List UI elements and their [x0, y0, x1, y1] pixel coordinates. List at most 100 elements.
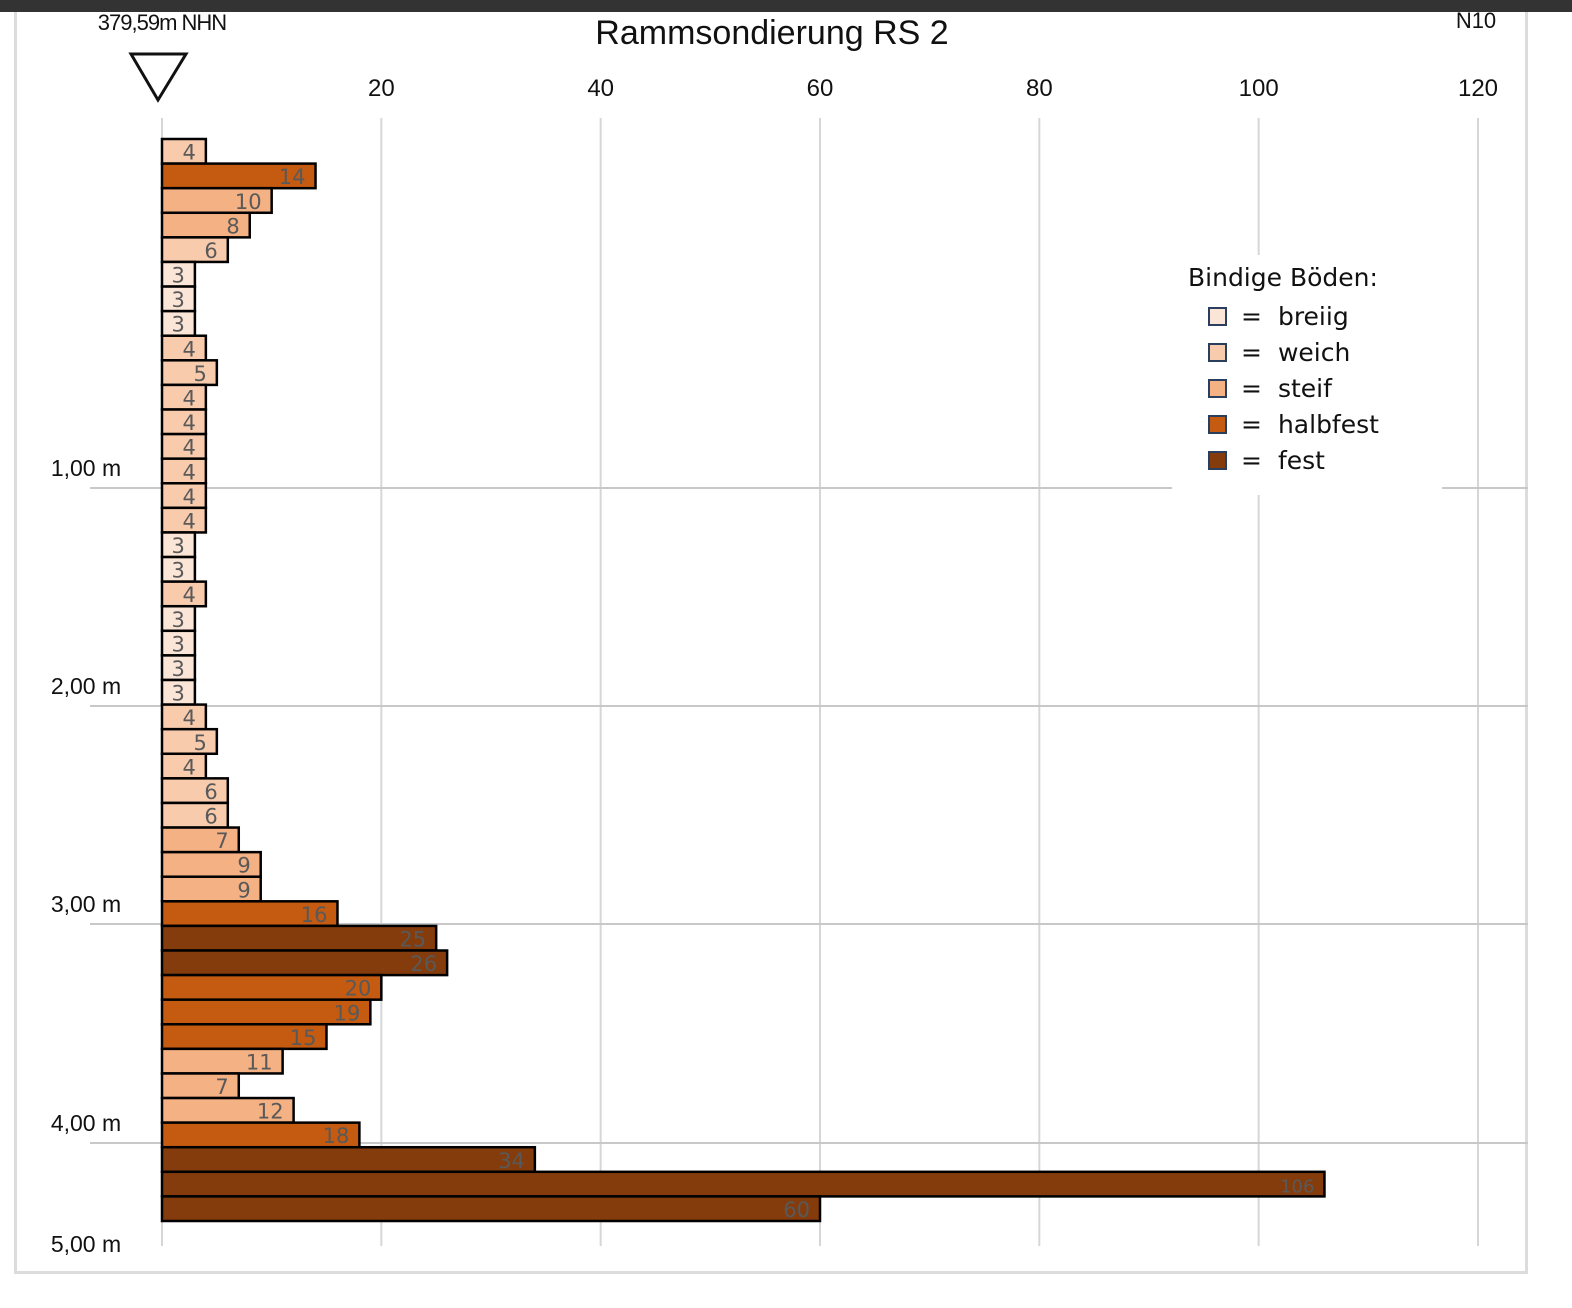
bar-value-label: 4 [182, 485, 195, 509]
depth-tick-label: 2,00 m [51, 673, 121, 699]
bar-value-label: 4 [182, 583, 195, 607]
x-tick-label: 120 [1458, 75, 1498, 102]
bar-steif [160, 186, 273, 215]
legend-swatch [1208, 306, 1227, 326]
bar-value-label: 7 [215, 1075, 228, 1099]
bar-value-label: 10 [235, 190, 262, 214]
bar-value-label: 4 [182, 755, 195, 779]
bar-value-label: 106 [1280, 1176, 1314, 1197]
bar-fest [160, 924, 438, 952]
legend-label: steif [1277, 373, 1332, 403]
bar-weich [160, 580, 208, 608]
bar-value-label: 12 [257, 1100, 284, 1124]
legend-equals: = [1241, 409, 1262, 439]
depth-tick-label: 3,00 m [51, 891, 121, 917]
bar-halbfest [160, 973, 383, 1001]
bar-steif [160, 875, 262, 903]
depth-tick-label: 4,00 m [51, 1110, 121, 1136]
depth-tick-label: 1,00 m [51, 455, 121, 481]
bar-weich [160, 236, 230, 264]
bar-fest [160, 1170, 1326, 1198]
bar-weich [160, 727, 219, 756]
chart-title: Rammsondierung RS 2 [595, 14, 948, 52]
legend-equals: = [1241, 445, 1262, 475]
bar-fest [160, 949, 449, 977]
bar-value-label: 3 [172, 264, 185, 288]
bar-value-label: 4 [182, 411, 195, 435]
legend-title: Bindige Böden: [1188, 263, 1378, 292]
bar-value-label: 6 [204, 805, 217, 829]
legend-item-steif: = steif [1208, 373, 1332, 403]
bar-value-label: 4 [182, 337, 195, 361]
bar-halbfest [160, 162, 317, 190]
water-level-triangle-icon [128, 52, 189, 103]
bar-value-label: 3 [172, 632, 185, 656]
legend-swatch [1208, 450, 1227, 470]
bar-value-label: 8 [226, 214, 239, 238]
bar-value-label: 5 [193, 362, 206, 386]
bar-weich [160, 506, 208, 534]
legend-item-fest: = fest [1208, 445, 1325, 475]
bar-value-label: 16 [301, 903, 328, 927]
legend-label: breiig [1277, 301, 1349, 331]
bar-weich [160, 801, 230, 829]
chart-frame [14, 12, 1528, 1274]
legend-equals: = [1241, 337, 1262, 367]
bar-weich [160, 383, 208, 411]
bar-value-label: 9 [237, 854, 250, 878]
legend-swatch [1208, 378, 1227, 398]
x-axis-label: N10 [1456, 8, 1496, 33]
bar-value-label: 3 [172, 608, 185, 632]
bar-fest [160, 1145, 537, 1174]
legend: Bindige Böden: = breiig = weich = steif = halbf… [1172, 255, 1442, 495]
bar-value-label: 4 [182, 509, 195, 533]
bar-value-label: 3 [172, 657, 185, 681]
bar-value-label: 3 [172, 534, 185, 558]
bar-breiig [160, 531, 197, 559]
x-tick-label: 100 [1239, 75, 1279, 102]
bar-value-label: 20 [345, 977, 372, 1001]
bar-value-label: 19 [334, 1001, 361, 1025]
bar-steif [160, 850, 262, 878]
bar-value-label: 3 [172, 559, 185, 583]
window-top-bar [0, 0, 1572, 12]
bars-group [160, 137, 1326, 1223]
bar-halbfest [160, 900, 339, 928]
legend-item-halbfest: = halbfest [1208, 409, 1379, 439]
bar-value-label: 26 [410, 952, 437, 976]
bar-weich [160, 777, 230, 805]
bar-breiig [160, 629, 197, 657]
legend-swatch [1208, 342, 1227, 362]
legend-label: halbfest [1277, 409, 1379, 439]
legend-equals: = [1241, 373, 1262, 403]
bar-value-label: 7 [215, 829, 228, 853]
x-tick-label: 80 [1026, 75, 1053, 102]
bar-value-label: 25 [399, 928, 426, 952]
bar-value-label: 4 [182, 460, 195, 484]
bar-value-label: 6 [204, 780, 217, 804]
legend-label: fest [1277, 445, 1325, 475]
legend-item-weich: = weich [1208, 337, 1350, 367]
x-tick-label: 40 [587, 75, 614, 102]
bar-value-label: 60 [783, 1198, 810, 1222]
bar-breiig [160, 260, 197, 288]
bar-value-label: 3 [172, 313, 185, 337]
bar-value-label: 3 [172, 682, 185, 706]
bar-weich [160, 137, 208, 165]
bar-weich [160, 752, 208, 780]
bar-value-label: 6 [204, 239, 217, 263]
bar-weich [160, 359, 219, 387]
bar-steif [160, 211, 251, 239]
legend-swatch [1208, 414, 1227, 434]
bar-value-label: 34 [498, 1149, 525, 1173]
bar-value-label: 14 [279, 165, 306, 189]
x-tick-label: 60 [807, 75, 834, 102]
bar-value-label: 5 [193, 731, 206, 755]
labels-group: 20 40 60 80 100 120 1,00 m 2,00 m 3,00 m 4,00 m 5,… [51, 75, 1498, 1257]
bar-weich [160, 334, 208, 362]
legend-item-breiig: = breiig [1208, 301, 1349, 331]
x-tick-label: 20 [368, 75, 395, 102]
legend-equals: = [1241, 301, 1262, 331]
bar-breiig [160, 604, 197, 633]
